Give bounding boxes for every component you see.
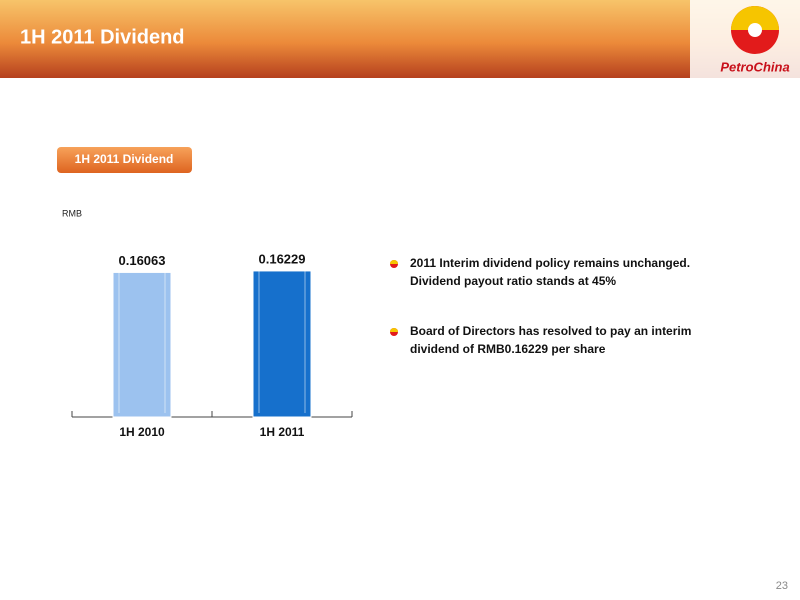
- bullet-text: 2011 Interim dividend policy remains unc…: [410, 256, 690, 288]
- chart-title-tab: [57, 147, 192, 173]
- header-title: 1H 2011 Dividend: [20, 26, 185, 48]
- bullet-list: 2011 Interim dividend policy remains unc…: [390, 256, 691, 356]
- x-tick-label: 1H 2011: [260, 425, 305, 439]
- bullet-icon-top: [390, 260, 398, 264]
- data-label: 0.16063: [119, 253, 166, 268]
- data-label: 0.16229: [259, 251, 306, 266]
- bar: [252, 270, 312, 418]
- bullet-text: Board of Directors has resolved to pay a…: [410, 324, 691, 356]
- bar-bevel: [258, 270, 306, 413]
- bar: [112, 271, 172, 418]
- logo-text: PetroChina: [720, 59, 789, 74]
- header-banner: [0, 0, 800, 78]
- plot: 1H 2010 0.16063 1H 2011 0.16229: [71, 251, 353, 439]
- bar-bevel: [118, 272, 166, 413]
- bullet-icon-top: [390, 328, 398, 332]
- logo-mark: [731, 6, 779, 54]
- page-number: 23: [776, 580, 788, 592]
- y-axis-label: RMB: [62, 208, 82, 218]
- x-tick-label: 1H 2010: [119, 425, 165, 439]
- chart-title: 1H 2011 Dividend: [75, 152, 174, 166]
